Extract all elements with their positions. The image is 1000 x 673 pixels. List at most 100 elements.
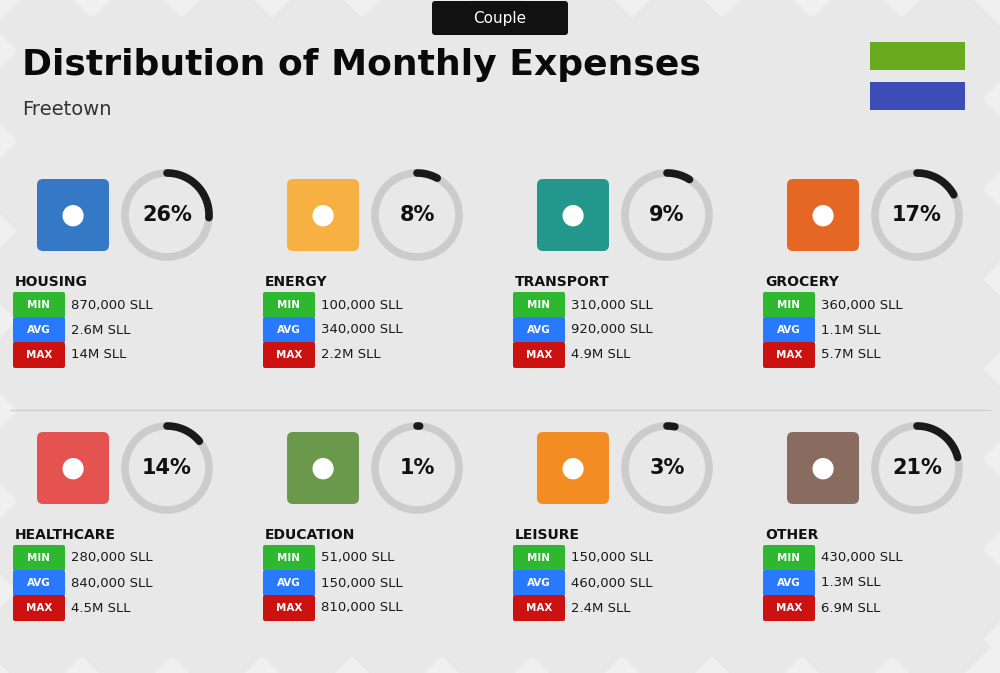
Text: 17%: 17%	[892, 205, 942, 225]
FancyBboxPatch shape	[513, 570, 565, 596]
Text: 2.2M SLL: 2.2M SLL	[321, 349, 381, 361]
Text: 100,000 SLL: 100,000 SLL	[321, 299, 403, 312]
Text: 1.1M SLL: 1.1M SLL	[821, 324, 881, 336]
Text: 8%: 8%	[399, 205, 435, 225]
Text: 51,000 SLL: 51,000 SLL	[321, 551, 394, 565]
Text: 26%: 26%	[142, 205, 192, 225]
Text: AVG: AVG	[277, 578, 301, 588]
Text: MIN: MIN	[278, 553, 300, 563]
FancyBboxPatch shape	[263, 570, 315, 596]
Text: ●: ●	[311, 454, 335, 482]
Text: AVG: AVG	[777, 325, 801, 335]
Text: MIN: MIN	[778, 553, 800, 563]
Text: GROCERY: GROCERY	[765, 275, 839, 289]
Text: 4.9M SLL: 4.9M SLL	[571, 349, 630, 361]
Text: MAX: MAX	[526, 603, 552, 613]
FancyBboxPatch shape	[763, 570, 815, 596]
Text: HEALTHCARE: HEALTHCARE	[15, 528, 116, 542]
Text: MAX: MAX	[26, 603, 52, 613]
Text: 1%: 1%	[399, 458, 435, 478]
Text: ●: ●	[61, 454, 85, 482]
Text: 150,000 SLL: 150,000 SLL	[321, 577, 403, 590]
Text: OTHER: OTHER	[765, 528, 818, 542]
FancyBboxPatch shape	[13, 317, 65, 343]
Text: AVG: AVG	[527, 325, 551, 335]
FancyBboxPatch shape	[537, 179, 609, 251]
Text: 14%: 14%	[142, 458, 192, 478]
Text: MAX: MAX	[776, 350, 802, 360]
Text: 310,000 SLL: 310,000 SLL	[571, 299, 653, 312]
FancyBboxPatch shape	[763, 317, 815, 343]
FancyBboxPatch shape	[13, 545, 65, 571]
Text: Distribution of Monthly Expenses: Distribution of Monthly Expenses	[22, 48, 701, 82]
Text: ●: ●	[311, 201, 335, 229]
FancyBboxPatch shape	[37, 432, 109, 504]
Text: MIN: MIN	[528, 553, 550, 563]
FancyBboxPatch shape	[13, 342, 65, 368]
FancyBboxPatch shape	[263, 595, 315, 621]
Text: MAX: MAX	[276, 603, 302, 613]
FancyBboxPatch shape	[432, 1, 568, 35]
Text: 5.7M SLL: 5.7M SLL	[821, 349, 881, 361]
FancyBboxPatch shape	[263, 545, 315, 571]
FancyBboxPatch shape	[787, 179, 859, 251]
Text: MIN: MIN	[528, 300, 550, 310]
Text: TRANSPORT: TRANSPORT	[515, 275, 610, 289]
Text: 6.9M SLL: 6.9M SLL	[821, 602, 880, 614]
Text: AVG: AVG	[527, 578, 551, 588]
FancyBboxPatch shape	[263, 342, 315, 368]
Text: AVG: AVG	[27, 578, 51, 588]
Text: ●: ●	[561, 201, 585, 229]
Text: 920,000 SLL: 920,000 SLL	[571, 324, 653, 336]
Text: 810,000 SLL: 810,000 SLL	[321, 602, 403, 614]
Text: MIN: MIN	[28, 300, 50, 310]
FancyBboxPatch shape	[13, 570, 65, 596]
FancyBboxPatch shape	[513, 317, 565, 343]
FancyBboxPatch shape	[37, 179, 109, 251]
Text: MAX: MAX	[276, 350, 302, 360]
FancyBboxPatch shape	[513, 342, 565, 368]
FancyBboxPatch shape	[787, 432, 859, 504]
FancyBboxPatch shape	[763, 292, 815, 318]
Text: ●: ●	[61, 201, 85, 229]
Text: MIN: MIN	[278, 300, 300, 310]
Text: HOUSING: HOUSING	[15, 275, 88, 289]
Text: 14M SLL: 14M SLL	[71, 349, 126, 361]
Text: MIN: MIN	[778, 300, 800, 310]
FancyBboxPatch shape	[513, 545, 565, 571]
FancyBboxPatch shape	[13, 292, 65, 318]
FancyBboxPatch shape	[763, 545, 815, 571]
FancyBboxPatch shape	[537, 432, 609, 504]
Text: 840,000 SLL: 840,000 SLL	[71, 577, 152, 590]
Text: 9%: 9%	[649, 205, 685, 225]
Text: 4.5M SLL: 4.5M SLL	[71, 602, 130, 614]
Text: EDUCATION: EDUCATION	[265, 528, 355, 542]
FancyBboxPatch shape	[513, 292, 565, 318]
Text: AVG: AVG	[27, 325, 51, 335]
Text: MAX: MAX	[26, 350, 52, 360]
Text: ●: ●	[561, 454, 585, 482]
Text: Freetown: Freetown	[22, 100, 112, 119]
FancyBboxPatch shape	[513, 595, 565, 621]
FancyBboxPatch shape	[13, 595, 65, 621]
FancyBboxPatch shape	[263, 292, 315, 318]
FancyBboxPatch shape	[870, 82, 965, 110]
Text: 430,000 SLL: 430,000 SLL	[821, 551, 903, 565]
FancyBboxPatch shape	[287, 432, 359, 504]
Text: ENERGY: ENERGY	[265, 275, 328, 289]
Text: ●: ●	[811, 454, 835, 482]
Text: ●: ●	[811, 201, 835, 229]
Text: LEISURE: LEISURE	[515, 528, 580, 542]
FancyBboxPatch shape	[870, 42, 965, 70]
Text: MAX: MAX	[526, 350, 552, 360]
FancyBboxPatch shape	[763, 342, 815, 368]
Text: 2.4M SLL: 2.4M SLL	[571, 602, 631, 614]
Text: 340,000 SLL: 340,000 SLL	[321, 324, 403, 336]
Text: 280,000 SLL: 280,000 SLL	[71, 551, 153, 565]
Text: 21%: 21%	[892, 458, 942, 478]
Text: 3%: 3%	[649, 458, 685, 478]
Text: AVG: AVG	[277, 325, 301, 335]
FancyBboxPatch shape	[263, 317, 315, 343]
Text: 460,000 SLL: 460,000 SLL	[571, 577, 652, 590]
Text: 870,000 SLL: 870,000 SLL	[71, 299, 153, 312]
